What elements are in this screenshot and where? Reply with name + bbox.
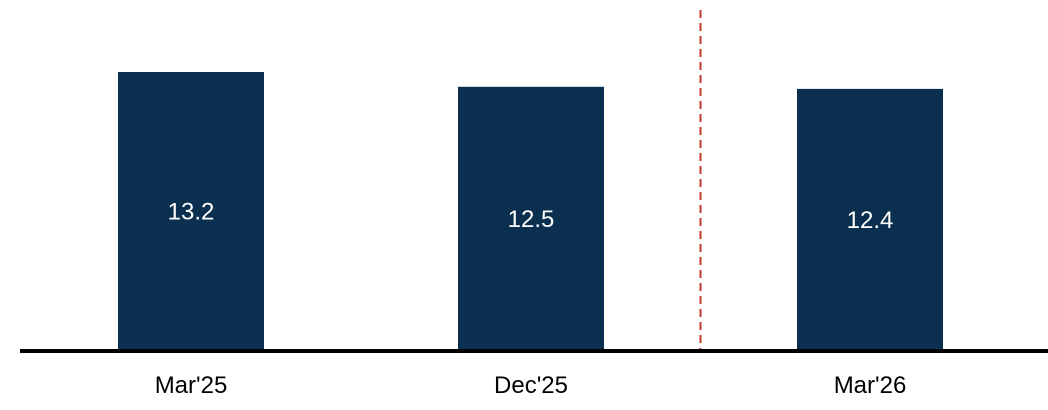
bar-value-label-1: 13.2 [168,199,215,226]
bar-3 [797,88,943,351]
bar-1 [118,72,264,351]
bar-labels-group: 13.2 12.5 12.4 [168,199,894,234]
bar-value-label-2: 12.5 [508,206,555,233]
bar-value-label-3: 12.4 [847,207,894,234]
bars-group [118,72,943,351]
x-tick-label-2: Dec'25 [494,372,568,399]
bar-2 [458,86,604,351]
x-tick-label-3: Mar'26 [834,372,907,399]
x-tick-labels-group: Mar'25 Dec'25 Mar'26 [155,372,907,399]
x-tick-label-1: Mar'25 [155,372,228,399]
